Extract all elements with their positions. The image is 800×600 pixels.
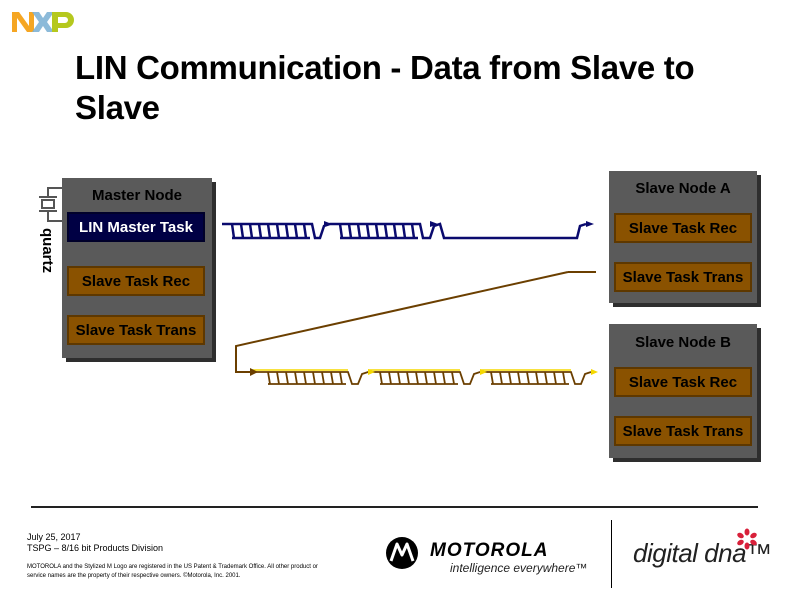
nxp-logo xyxy=(12,12,74,32)
slave-node-a-title: Slave Node A xyxy=(635,180,731,197)
slave-a-task-trans: Slave Task Trans xyxy=(614,262,752,292)
digitaldna-logo: digital dna™ xyxy=(633,538,772,568)
motorola-tagline: intelligence everywhere™ xyxy=(450,561,588,575)
quartz-label: quartz xyxy=(39,228,56,273)
motorola-wordmark: MOTOROLA xyxy=(430,540,549,561)
footer-legal: MOTOROLA and the Stylized M Logo are reg… xyxy=(27,564,318,579)
slave-response-signal xyxy=(235,271,598,385)
lin-master-task: LIN Master Task xyxy=(67,212,205,242)
slave-a-task-rec: Slave Task Rec xyxy=(614,213,752,243)
footer-date-block: July 25, 2017 TSPG – 8/16 bit Products D… xyxy=(27,532,163,554)
quartz-crystal-icon xyxy=(39,187,62,222)
slide-title: LIN Communication - Data from Slave to S… xyxy=(75,49,695,126)
footer-date: July 25, 2017 xyxy=(27,532,81,542)
footer-divider xyxy=(31,506,758,508)
footer-division: TSPG – 8/16 bit Products Division xyxy=(27,543,164,553)
master-node-title: Master Node xyxy=(91,187,183,204)
master-node: Master Node LIN Master Task Slave Task R… xyxy=(62,178,212,358)
slave-node-a: Slave Node A Slave Task Rec Slave Task T… xyxy=(609,171,757,303)
motorola-logo-icon xyxy=(386,537,418,569)
master-slave-task-trans: Slave Task Trans xyxy=(67,315,205,345)
master-slave-task-rec: Slave Task Rec xyxy=(67,266,205,296)
logo-separator xyxy=(611,520,612,588)
slave-b-task-rec: Slave Task Rec xyxy=(614,367,752,397)
master-header-signal xyxy=(222,221,594,240)
slave-b-task-trans: Slave Task Trans xyxy=(614,416,752,446)
digitaldna-asterisk-icon xyxy=(737,528,757,550)
slave-node-b-title: Slave Node B xyxy=(635,334,731,351)
slave-node-b: Slave Node B Slave Task Rec Slave Task T… xyxy=(609,324,757,458)
